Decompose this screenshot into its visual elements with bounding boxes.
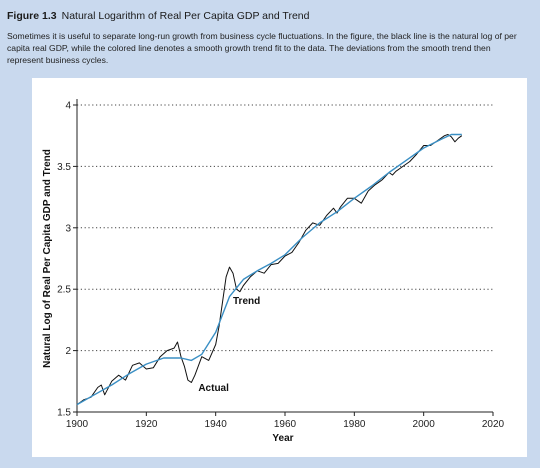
x-tick-label: 1960 [274, 419, 297, 430]
annotation-actual: Actual [198, 383, 229, 394]
figure-title: Figure 1.3 Natural Logarithm of Real Per … [7, 10, 309, 22]
y-tick-label: 2.5 [57, 285, 71, 296]
x-tick-label: 1900 [66, 419, 89, 430]
figure-title-text: Natural Logarithm of Real Per Capita GDP… [61, 10, 310, 22]
x-tick-label: 1920 [135, 419, 158, 430]
series-line-trend [76, 133, 462, 406]
y-tick-label: 1.5 [57, 408, 71, 419]
y-axis-title: Natural Log of Real Per Capita GDP and T… [42, 149, 53, 368]
series-line-actual [76, 134, 463, 406]
x-tick-label: 1940 [205, 419, 228, 430]
figure-number: Figure 1.3 [7, 10, 57, 22]
y-tick-label: 3.5 [57, 162, 71, 173]
annotation-trend: Trend [233, 296, 260, 307]
y-tick-label: 4 [65, 101, 71, 112]
y-tick-label: 2 [65, 346, 71, 357]
y-tick-label: 3 [65, 223, 71, 234]
x-tick-label: 2000 [413, 419, 436, 430]
figure-caption: Sometimes it is useful to separate long-… [7, 31, 517, 65]
x-tick-label: 1980 [343, 419, 366, 430]
x-axis-title: Year [272, 433, 293, 444]
x-tick-label: 2020 [482, 419, 505, 430]
chart-panel [32, 78, 527, 457]
